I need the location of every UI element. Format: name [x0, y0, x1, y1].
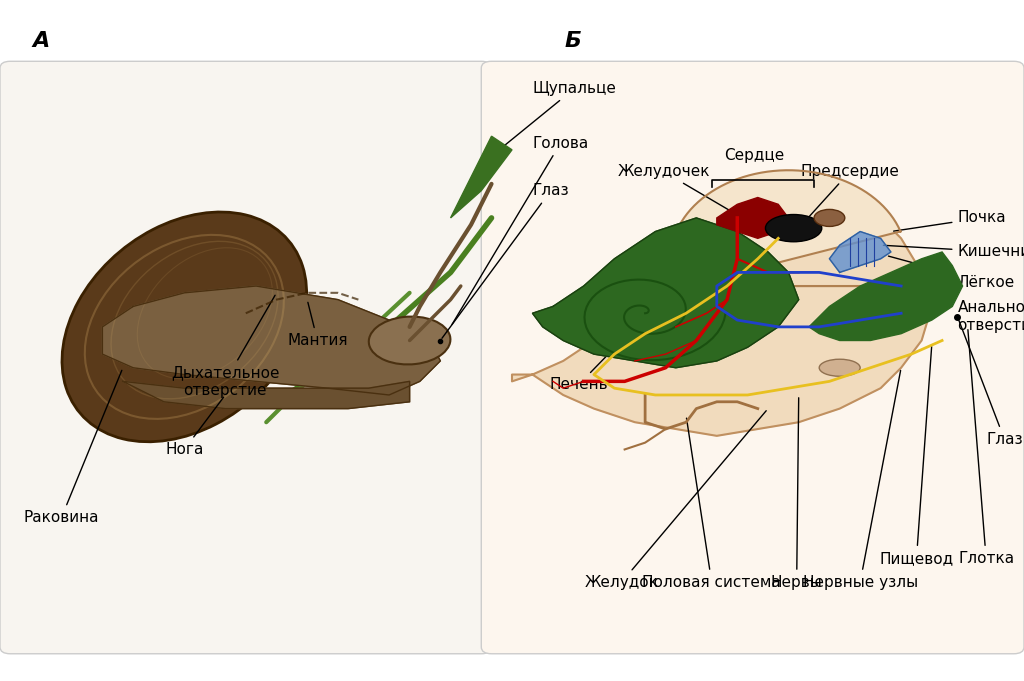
- Polygon shape: [532, 218, 799, 368]
- Text: Дыхательное
отверстие: Дыхательное отверстие: [171, 296, 280, 398]
- Polygon shape: [671, 170, 900, 286]
- Text: Раковина: Раковина: [24, 370, 122, 525]
- Text: А: А: [33, 31, 49, 51]
- Polygon shape: [809, 252, 963, 340]
- Text: Лёгкое: Лёгкое: [889, 256, 1015, 290]
- FancyBboxPatch shape: [0, 61, 492, 654]
- Polygon shape: [512, 197, 932, 436]
- Polygon shape: [451, 136, 512, 218]
- Text: Почка: Почка: [894, 210, 1006, 231]
- Text: Мантия: Мантия: [287, 302, 348, 348]
- Text: Щупальце: Щупальце: [476, 81, 616, 168]
- Ellipse shape: [62, 212, 306, 442]
- Text: Сердце: Сердце: [725, 148, 784, 163]
- Text: Предсердие: Предсердие: [801, 164, 899, 226]
- FancyBboxPatch shape: [481, 61, 1024, 654]
- Text: Желудочек: Желудочек: [617, 164, 740, 217]
- Text: Голова: Голова: [452, 136, 589, 324]
- Text: Печень: Печень: [549, 329, 633, 392]
- Ellipse shape: [766, 215, 821, 242]
- Text: Кишечник: Кишечник: [884, 244, 1024, 259]
- Text: Половая система: Половая система: [642, 418, 781, 590]
- Text: Нервные узлы: Нервные узлы: [803, 370, 918, 590]
- Text: Глотка: Глотка: [958, 330, 1014, 566]
- Polygon shape: [123, 381, 410, 409]
- Text: Желудок: Желудок: [585, 411, 766, 590]
- Text: Нервы: Нервы: [771, 398, 822, 590]
- Text: Анальное
отверстие: Анальное отверстие: [889, 276, 1024, 333]
- Ellipse shape: [814, 210, 845, 226]
- Text: Глаз: Глаз: [958, 319, 1023, 447]
- Polygon shape: [717, 197, 788, 238]
- Text: Пищевод: Пищевод: [880, 347, 953, 566]
- Text: Б: Б: [565, 31, 582, 51]
- Ellipse shape: [819, 360, 860, 376]
- Text: Нога: Нога: [165, 397, 223, 457]
- Polygon shape: [829, 232, 891, 272]
- Polygon shape: [102, 286, 440, 395]
- Ellipse shape: [369, 317, 451, 364]
- Text: Глаз: Глаз: [442, 183, 569, 338]
